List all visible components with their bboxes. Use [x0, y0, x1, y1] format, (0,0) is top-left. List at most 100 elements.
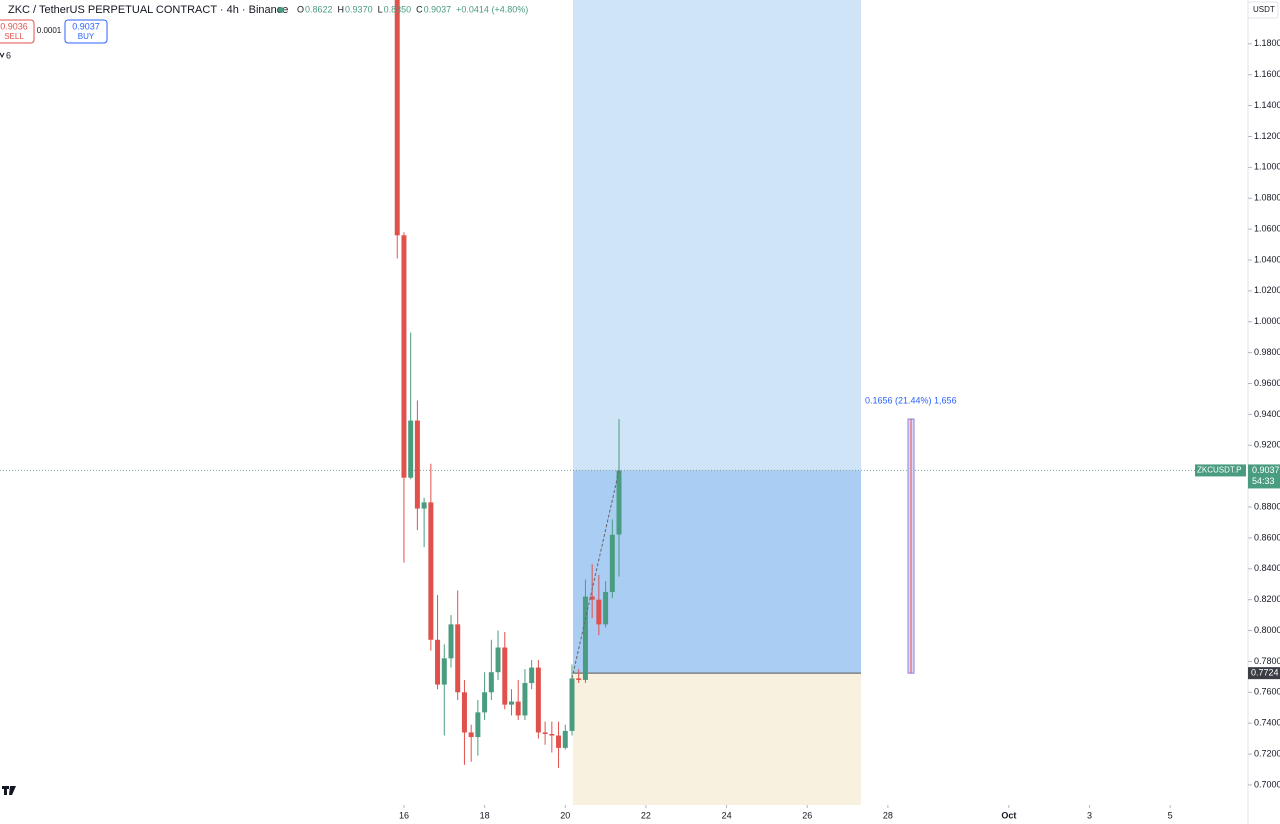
- y-tick-label: 0.9600: [1254, 378, 1280, 388]
- candle-body: [609, 534, 615, 592]
- currency: USDT: [1253, 5, 1275, 14]
- y-tick-label: 1.0800: [1254, 193, 1280, 203]
- candle-body: [556, 735, 562, 748]
- price-tag: [1248, 464, 1280, 489]
- y-tick-label: 1.1200: [1254, 131, 1280, 141]
- candle-body: [515, 701, 521, 716]
- candle-body: [475, 712, 481, 738]
- x-tick-label: 24: [722, 810, 732, 820]
- plot-area: [0, 0, 1248, 805]
- currency-box[interactable]: [1247, 1, 1279, 19]
- candle-body: [448, 624, 454, 659]
- y-tick-label: 0.8000: [1254, 625, 1280, 635]
- y-tick-label: 0.7400: [1254, 718, 1280, 728]
- y-tick-label: 1.0600: [1254, 223, 1280, 233]
- indicator-count[interactable]: 6: [6, 50, 11, 60]
- x-tick-label: 22: [641, 810, 651, 820]
- symbol-tag-text: ZKCUSDT.P: [1197, 466, 1241, 475]
- candle-body: [569, 678, 575, 731]
- candle-body: [582, 596, 588, 680]
- collapse-icon[interactable]: [0, 52, 5, 59]
- candle-body: [455, 624, 461, 693]
- spread: 0.0001: [37, 26, 62, 35]
- y-tick-label: 0.9400: [1254, 409, 1280, 419]
- buy-button[interactable]: [64, 19, 108, 44]
- candle-body: [435, 639, 441, 685]
- x-tick-label: 16: [399, 810, 409, 820]
- sell-label: SELL: [4, 32, 24, 41]
- y-tick-label: 0.7200: [1254, 748, 1280, 758]
- candle-body: [441, 658, 447, 685]
- ohlc-change: +0.0414 (+4.80%): [456, 4, 528, 14]
- ohlc-key: O: [297, 4, 304, 14]
- x-tick-label: 3: [1087, 810, 1092, 820]
- sell-price: 0.9036: [0, 21, 28, 31]
- ohlc-value: 0.8350: [384, 4, 412, 14]
- candle-body: [468, 732, 474, 738]
- x-tick-label: 5: [1168, 810, 1173, 820]
- countdown: 54:33: [1252, 476, 1275, 486]
- candle-body: [428, 502, 434, 640]
- y-tick-label: 0.9200: [1254, 440, 1280, 450]
- entry-tag-text: 0.7724: [1251, 668, 1279, 678]
- status-dot: [278, 7, 284, 13]
- y-tick-label: 0.7800: [1254, 656, 1280, 666]
- candle-body: [589, 596, 595, 600]
- candle-body: [542, 732, 548, 734]
- y-tick-label: 0.8800: [1254, 501, 1280, 511]
- symbol-title: ZKC / TetherUS PERPETUAL CONTRACT · 4h ·…: [8, 4, 288, 16]
- candle-body: [394, 0, 400, 236]
- ohlc-value: 0.9370: [345, 4, 373, 14]
- candle-body: [461, 692, 467, 733]
- candle-body: [603, 591, 609, 625]
- measure-label: 0.1656 (21.44%) 1,656: [865, 395, 957, 405]
- y-tick-label: 0.8600: [1254, 532, 1280, 542]
- trend-line: [571, 470, 620, 679]
- x-tick-label: 28: [883, 810, 893, 820]
- candle-body: [509, 701, 515, 705]
- profit-zone: [573, 470, 861, 674]
- ohlc-key: L: [378, 4, 383, 14]
- y-tick-label: 1.0200: [1254, 285, 1280, 295]
- y-tick-label: 1.0400: [1254, 254, 1280, 264]
- y-tick-label: 1.0000: [1254, 316, 1280, 326]
- candle-body: [482, 692, 488, 713]
- ohlc-key: C: [416, 4, 423, 14]
- candle-body: [549, 733, 555, 736]
- candle-body: [401, 235, 407, 478]
- ohlc-key: H: [338, 4, 345, 14]
- sell-button[interactable]: [0, 19, 35, 44]
- y-tick-label: 0.7000: [1254, 779, 1280, 789]
- candle-body: [616, 470, 622, 535]
- x-tick-label: 26: [802, 810, 812, 820]
- x-tick-label: 18: [480, 810, 490, 820]
- stop-zone: [573, 673, 861, 805]
- y-tick-label: 1.1600: [1254, 69, 1280, 79]
- x-tick-label: Oct: [1001, 810, 1016, 820]
- candle-body: [414, 420, 420, 509]
- logo: [2, 786, 16, 795]
- buy-price: 0.9037: [72, 21, 100, 31]
- candle-body: [535, 667, 541, 733]
- buy-label: BUY: [78, 32, 95, 41]
- candle-body: [408, 420, 414, 478]
- y-tick-label: 0.7600: [1254, 687, 1280, 697]
- candle-body: [488, 672, 494, 693]
- candle-body: [596, 599, 602, 625]
- candle-body: [495, 647, 501, 673]
- ohlc-value: 0.9037: [424, 4, 452, 14]
- candle-body: [502, 647, 508, 705]
- candle-body: [562, 730, 568, 748]
- ohlc-value: 0.8622: [305, 4, 333, 14]
- y-tick-label: 1.1000: [1254, 162, 1280, 172]
- y-tick-label: 1.1800: [1254, 38, 1280, 48]
- x-tick-label: 20: [560, 810, 570, 820]
- y-tick-label: 0.8200: [1254, 594, 1280, 604]
- y-tick-label: 1.1400: [1254, 100, 1280, 110]
- y-tick-label: 0.9800: [1254, 347, 1280, 357]
- symbol-tag: [1195, 464, 1246, 477]
- candle-body: [576, 678, 582, 680]
- entry-tag: [1248, 667, 1280, 680]
- y-tick-label: 0.8400: [1254, 563, 1280, 573]
